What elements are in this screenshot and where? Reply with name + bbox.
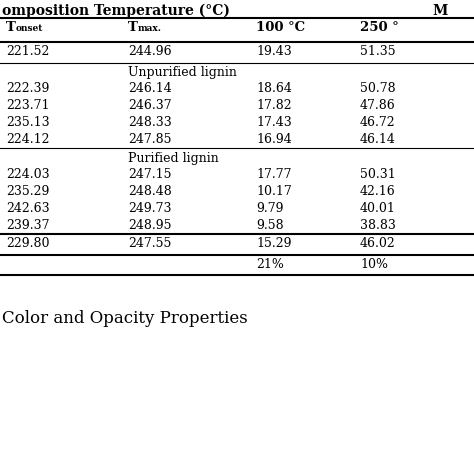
Text: 246.14: 246.14 (128, 82, 172, 95)
Text: 21%: 21% (256, 258, 284, 271)
Text: 15.29: 15.29 (256, 237, 292, 250)
Text: 10.17: 10.17 (256, 185, 292, 198)
Text: 16.94: 16.94 (256, 133, 292, 146)
Text: Color and Opacity Properties: Color and Opacity Properties (2, 310, 248, 327)
Text: 46.02: 46.02 (360, 237, 396, 250)
Text: 248.95: 248.95 (128, 219, 172, 232)
Text: 50.31: 50.31 (360, 168, 396, 181)
Text: 235.13: 235.13 (6, 116, 50, 129)
Text: T: T (128, 21, 138, 34)
Text: max.: max. (138, 24, 162, 33)
Text: 224.03: 224.03 (6, 168, 50, 181)
Text: 247.85: 247.85 (128, 133, 172, 146)
Text: 242.63: 242.63 (6, 202, 50, 215)
Text: 247.15: 247.15 (128, 168, 172, 181)
Text: 46.72: 46.72 (360, 116, 396, 129)
Text: 17.77: 17.77 (256, 168, 292, 181)
Text: 9.58: 9.58 (256, 219, 283, 232)
Text: 17.43: 17.43 (256, 116, 292, 129)
Text: omposition Temperature (°C): omposition Temperature (°C) (2, 4, 230, 18)
Text: 17.82: 17.82 (256, 99, 292, 112)
Text: 246.37: 246.37 (128, 99, 172, 112)
Text: 38.83: 38.83 (360, 219, 396, 232)
Text: 42.16: 42.16 (360, 185, 396, 198)
Text: 19.43: 19.43 (256, 45, 292, 58)
Text: 224.12: 224.12 (6, 133, 49, 146)
Text: Purified lignin: Purified lignin (128, 152, 219, 165)
Text: 40.01: 40.01 (360, 202, 396, 215)
Text: 223.71: 223.71 (6, 99, 49, 112)
Text: 46.14: 46.14 (360, 133, 396, 146)
Text: 51.35: 51.35 (360, 45, 396, 58)
Text: 250 °: 250 ° (360, 21, 399, 34)
Text: Unpurified lignin: Unpurified lignin (128, 66, 237, 79)
Text: 100 °C: 100 °C (256, 21, 305, 34)
Text: M: M (432, 4, 447, 18)
Text: 248.33: 248.33 (128, 116, 172, 129)
Text: 239.37: 239.37 (6, 219, 49, 232)
Text: 47.86: 47.86 (360, 99, 396, 112)
Text: T: T (6, 21, 16, 34)
Text: 18.64: 18.64 (256, 82, 292, 95)
Text: 247.55: 247.55 (128, 237, 172, 250)
Text: 221.52: 221.52 (6, 45, 49, 58)
Text: 10%: 10% (360, 258, 388, 271)
Text: onset: onset (16, 24, 44, 33)
Text: 229.80: 229.80 (6, 237, 49, 250)
Text: 222.39: 222.39 (6, 82, 49, 95)
Text: 249.73: 249.73 (128, 202, 172, 215)
Text: 235.29: 235.29 (6, 185, 49, 198)
Text: 248.48: 248.48 (128, 185, 172, 198)
Text: 50.78: 50.78 (360, 82, 396, 95)
Text: 244.96: 244.96 (128, 45, 172, 58)
Text: 9.79: 9.79 (256, 202, 283, 215)
